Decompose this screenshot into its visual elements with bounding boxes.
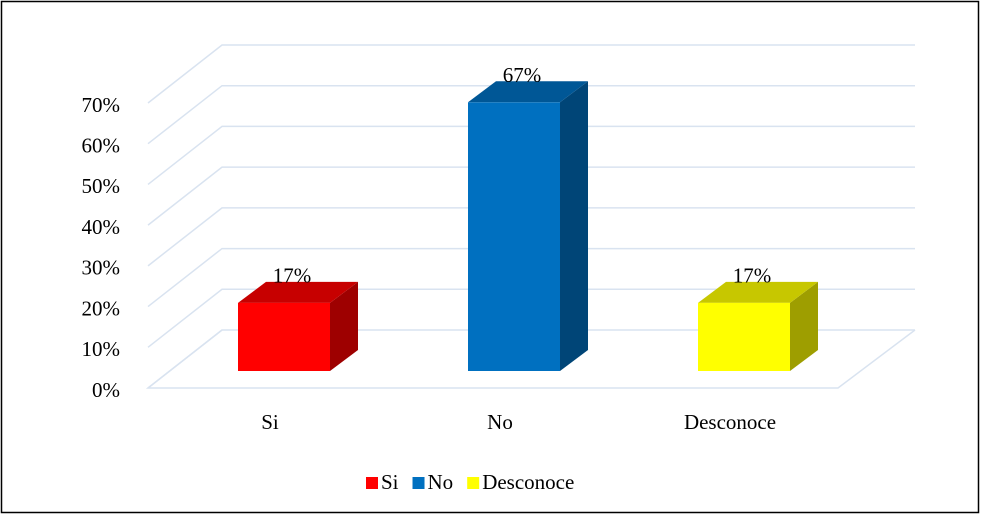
x-tick-label: No [487, 410, 513, 434]
bar [468, 102, 560, 372]
y-tick-label: 60% [82, 134, 121, 158]
x-tick-label: Si [261, 410, 279, 434]
legend-label: Si [381, 470, 399, 494]
bar-side [560, 81, 588, 372]
y-tick-label: 0% [92, 378, 120, 402]
bar [698, 302, 790, 371]
grid-line [147, 125, 915, 186]
y-tick-label: 40% [82, 215, 121, 239]
legend-swatch [366, 477, 378, 489]
grid-line [147, 207, 915, 267]
grid-line [147, 288, 915, 348]
grid-line [147, 247, 915, 308]
y-tick-label: 10% [82, 337, 121, 361]
bar [238, 302, 330, 371]
bar-side [790, 281, 818, 371]
grid-line [147, 329, 915, 389]
legend-swatch [467, 477, 480, 489]
bar-top [238, 281, 358, 303]
y-tick-label: 50% [82, 174, 121, 198]
y-tick-label: 30% [82, 256, 121, 280]
bar-top [468, 81, 588, 103]
bar-top [698, 281, 818, 303]
grid-line [147, 44, 915, 104]
legend-label: Desconoce [482, 470, 574, 494]
legend-swatch [412, 477, 425, 489]
bar-side [330, 281, 358, 371]
grid-line [147, 166, 915, 226]
value-label: 17% [273, 264, 312, 288]
x-tick-label: Desconoce [684, 410, 776, 434]
y-tick-label: 20% [82, 296, 121, 320]
grid-line [147, 84, 915, 145]
y-tick-label: 70% [82, 93, 121, 117]
legend-label: No [428, 470, 454, 494]
value-label: 67% [503, 63, 542, 87]
value-label: 17% [733, 264, 772, 288]
